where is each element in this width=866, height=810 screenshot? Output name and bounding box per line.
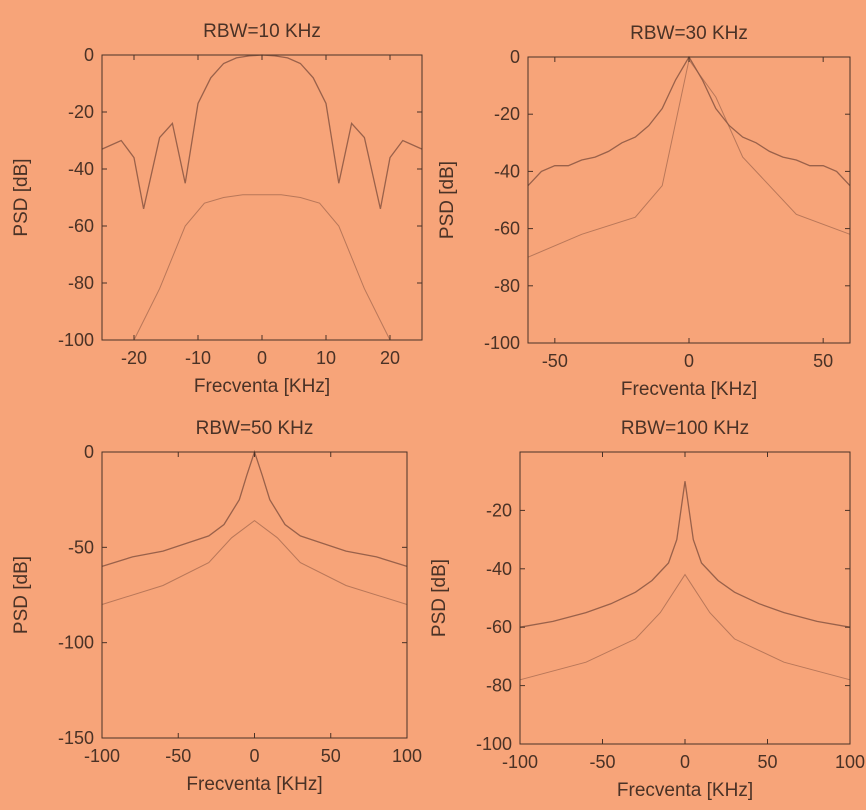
x-tick-label: 50: [757, 752, 777, 772]
y-axis-label: PSD [dB]: [11, 158, 32, 236]
y-tick-label: -80: [494, 276, 520, 296]
y-axis-label: PSD [dB]: [11, 556, 32, 634]
y-tick-label: -60: [486, 617, 512, 637]
series-line-1: [101, 54, 423, 210]
x-tick-label: -100: [84, 746, 120, 766]
y-tick-label: -80: [68, 273, 94, 293]
chart-title: RBW=10 KHz: [203, 21, 321, 42]
y-tick-label: 0: [510, 47, 520, 67]
x-tick-label: -50: [542, 351, 568, 371]
x-axis-label: Frecventa [KHz]: [617, 780, 753, 801]
x-tick-label: -50: [165, 746, 191, 766]
plot-frame: [527, 56, 851, 344]
series-line-2: [527, 58, 851, 258]
x-tick-label: -20: [121, 348, 147, 368]
plot-frame: [101, 451, 408, 739]
x-tick-label: -100: [502, 752, 538, 772]
x-tick-label: -50: [589, 752, 615, 772]
y-tick-label: -100: [58, 633, 94, 653]
x-tick-label: 0: [257, 348, 267, 368]
y-tick-label: -40: [486, 559, 512, 579]
x-axis-label: Frecventa [KHz]: [186, 774, 322, 795]
subplot-2: -50 0 50 0 -20 -40 -60 -80 -100 RBW=30 KHz Frecven…: [437, 23, 851, 400]
x-tick-label: 20: [380, 348, 400, 368]
plot-frame: [101, 54, 423, 341]
y-tick-label: -20: [494, 104, 520, 124]
y-tick-label: 0: [84, 442, 94, 462]
y-tick-label: -150: [58, 728, 94, 748]
y-tick-label: -20: [68, 102, 94, 122]
y-tick-label: -40: [494, 161, 520, 181]
subplot-4: -100 -50 0 50 100 -20 -40 -60 -80 -100 RBW=100 KHz…: [429, 418, 865, 801]
x-tick-label: 50: [813, 351, 833, 371]
x-tick-label: 100: [835, 752, 865, 772]
x-tick-label: -10: [185, 348, 211, 368]
y-tick-label: -60: [494, 219, 520, 239]
series-line-1: [519, 481, 851, 628]
y-axis-label: PSD [dB]: [429, 559, 450, 637]
y-tick-label: -100: [58, 330, 94, 350]
y-tick-label: -100: [476, 734, 512, 754]
plot-frame: [519, 451, 851, 745]
x-tick-label: 100: [392, 746, 422, 766]
y-tick-label: -20: [486, 500, 512, 520]
x-axis-label: Frecventa [KHz]: [621, 379, 757, 400]
x-tick-label: 10: [316, 348, 336, 368]
series-line-1: [527, 55, 851, 187]
y-tick-label: 0: [84, 45, 94, 65]
chart-title: RBW=100 KHz: [621, 418, 749, 439]
series-line-2: [101, 519, 408, 605]
series-line-1: [101, 449, 408, 568]
y-tick-label: -80: [486, 676, 512, 696]
y-tick-label: -100: [484, 333, 520, 353]
chart-title: RBW=50 KHz: [196, 418, 314, 439]
y-axis-label: PSD [dB]: [437, 161, 458, 239]
series-line-2: [519, 573, 851, 681]
series-line-2: [133, 194, 391, 341]
chart-title: RBW=30 KHz: [630, 23, 748, 44]
x-tick-label: 50: [321, 746, 341, 766]
x-tick-label: 0: [249, 746, 259, 766]
x-axis-label: Frecventa [KHz]: [194, 376, 330, 397]
x-tick-label: 0: [680, 752, 690, 772]
y-tick-label: -40: [68, 159, 94, 179]
y-tick-label: -50: [68, 537, 94, 557]
y-tick-label: -60: [68, 216, 94, 236]
x-tick-label: 0: [684, 351, 694, 371]
